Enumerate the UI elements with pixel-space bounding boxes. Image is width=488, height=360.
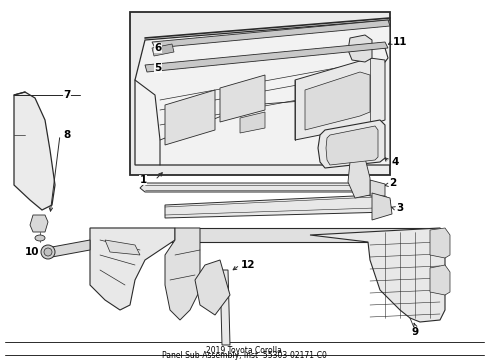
- Polygon shape: [429, 265, 449, 295]
- Polygon shape: [164, 228, 200, 320]
- Text: Panel Sub-Assembly, Inst  55303-02171-C0: Panel Sub-Assembly, Inst 55303-02171-C0: [161, 351, 326, 360]
- Text: 9: 9: [410, 327, 418, 337]
- Polygon shape: [140, 183, 379, 192]
- Polygon shape: [347, 35, 371, 62]
- Ellipse shape: [35, 235, 45, 241]
- Polygon shape: [429, 228, 449, 258]
- Polygon shape: [294, 58, 384, 140]
- Polygon shape: [130, 12, 389, 175]
- Text: 5: 5: [154, 63, 162, 73]
- Text: 4: 4: [390, 157, 398, 167]
- Polygon shape: [195, 260, 229, 315]
- Polygon shape: [371, 193, 391, 220]
- Polygon shape: [309, 228, 444, 322]
- Circle shape: [44, 248, 52, 256]
- Polygon shape: [220, 270, 229, 345]
- Polygon shape: [325, 126, 377, 165]
- Polygon shape: [14, 92, 55, 210]
- Polygon shape: [105, 240, 140, 255]
- Circle shape: [41, 245, 55, 259]
- Polygon shape: [90, 228, 175, 310]
- Text: 2019 Toyota Corolla: 2019 Toyota Corolla: [205, 346, 282, 355]
- Polygon shape: [240, 112, 264, 133]
- Text: 6: 6: [154, 43, 162, 53]
- Text: 1: 1: [139, 175, 146, 185]
- Polygon shape: [145, 42, 387, 72]
- Polygon shape: [164, 90, 215, 145]
- Polygon shape: [164, 195, 389, 218]
- Polygon shape: [347, 158, 369, 198]
- Polygon shape: [369, 180, 384, 196]
- Text: 10: 10: [25, 247, 39, 257]
- Text: 8: 8: [63, 130, 70, 140]
- Text: 12: 12: [240, 260, 255, 270]
- Polygon shape: [30, 215, 48, 232]
- Polygon shape: [152, 20, 389, 48]
- Polygon shape: [135, 20, 389, 165]
- Polygon shape: [317, 120, 384, 168]
- Polygon shape: [48, 240, 90, 257]
- Polygon shape: [90, 228, 439, 242]
- Polygon shape: [220, 75, 264, 122]
- Text: 3: 3: [396, 203, 403, 213]
- Polygon shape: [305, 72, 369, 130]
- Text: 7: 7: [63, 90, 71, 100]
- Polygon shape: [152, 44, 174, 56]
- Text: 2: 2: [388, 178, 396, 188]
- Text: 11: 11: [392, 37, 407, 47]
